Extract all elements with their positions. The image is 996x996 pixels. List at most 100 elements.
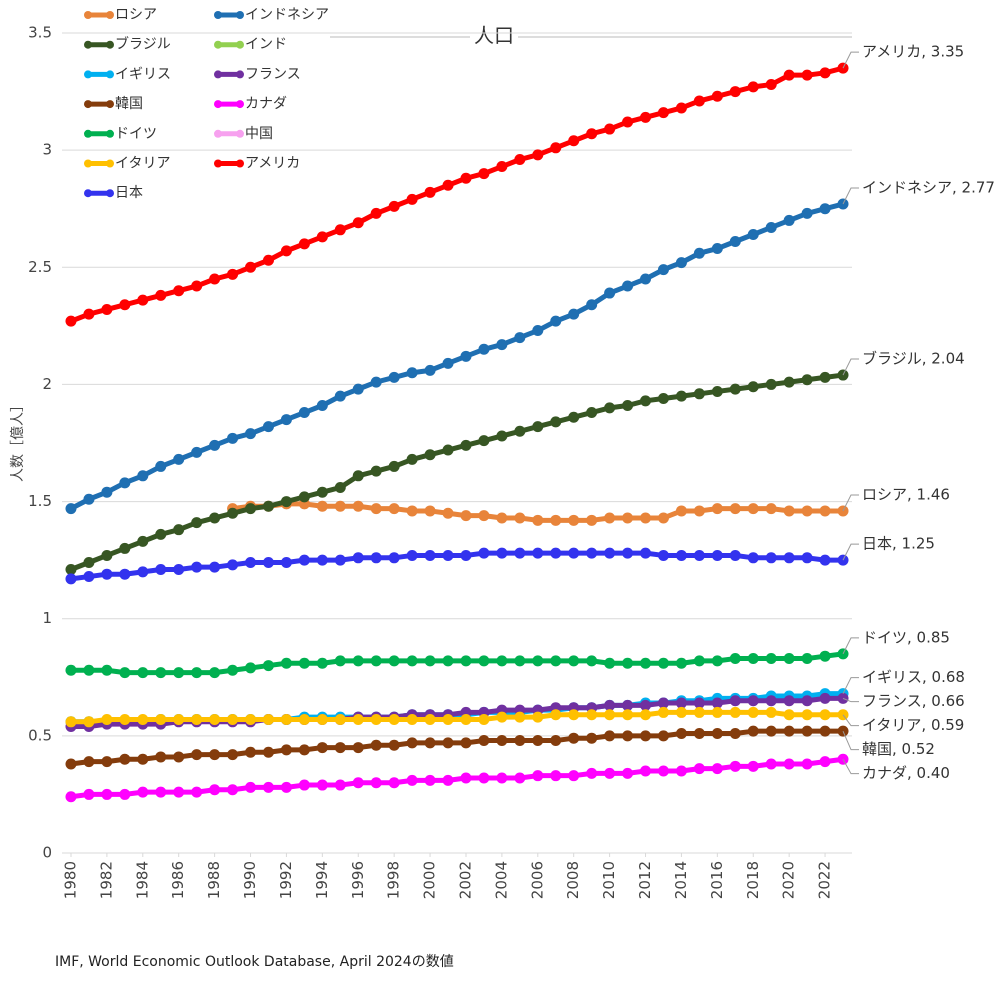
data-point [532,547,544,559]
data-point [83,556,95,568]
data-point [783,505,795,517]
data-point [568,135,580,147]
data-point [729,503,741,515]
data-point [155,751,167,763]
data-point [460,737,472,749]
data-point [711,697,723,709]
data-point [370,713,382,725]
data-point [550,547,562,559]
data-point [729,653,741,665]
data-point [388,371,400,383]
data-point [370,552,382,564]
data-point [316,400,328,412]
data-point [693,655,705,667]
legend-swatch-dot [236,40,244,49]
data-point [550,709,562,721]
x-tick-label: 1980 [61,861,79,899]
data-point [370,207,382,219]
data-point [675,657,687,669]
data-point [209,273,221,285]
data-point [532,421,544,433]
data-point [657,512,669,524]
data-point [262,660,274,672]
x-tick-label: 1990 [241,861,259,899]
data-point [693,697,705,709]
data-point [119,299,131,311]
data-label: イタリア, 0.59 [862,716,964,734]
data-point [155,786,167,798]
data-point [460,510,472,522]
data-point [65,791,77,803]
data-point [657,765,669,777]
data-point [460,549,472,561]
data-point [65,573,77,585]
data-point [280,414,292,426]
data-point [209,512,221,524]
data-point [496,655,508,667]
data-label: 韓国, 0.52 [862,740,935,758]
legend-label: イギリス [115,66,171,82]
data-point [370,376,382,388]
data-point [765,653,777,665]
series [65,753,849,803]
legend-label: アメリカ [245,156,300,172]
data-point [747,653,759,665]
data-point [460,713,472,725]
data-point [496,735,508,747]
data-point [209,561,221,573]
data-point [765,221,777,233]
data-point [747,760,759,772]
data-point [532,711,544,723]
legend-label: ロシア [115,7,157,23]
data-point [83,308,95,320]
data-point [370,503,382,515]
data-point [711,763,723,775]
data-point [370,465,382,477]
label-leader [842,51,860,69]
data-point [819,371,831,383]
data-point [316,486,328,498]
data-point [604,547,616,559]
x-tick-label: 1996 [349,861,367,899]
data-point [316,500,328,512]
data-point [191,517,203,529]
data-point [352,500,364,512]
data-point [622,400,634,412]
data-point [765,378,777,390]
data-point [819,650,831,662]
data-point [316,231,328,243]
data-point [316,742,328,754]
data-point [442,737,454,749]
label-leader [842,730,860,751]
data-point [765,552,777,564]
data-point [478,547,490,559]
data-point [298,491,310,503]
x-tick-label: 1998 [385,861,403,899]
data-point [119,542,131,554]
data-point [119,568,131,580]
data-point [209,784,221,796]
data-point [388,777,400,789]
data-point [550,315,562,327]
data-point [137,786,149,798]
data-point [693,247,705,259]
data-point [280,556,292,568]
data-point [298,554,310,566]
data-point [496,711,508,723]
data-point [586,299,598,311]
data-point [65,716,77,728]
x-tick-label: 2016 [708,861,726,899]
legend-swatch-dot [236,129,244,138]
data-point [783,552,795,564]
data-point [280,781,292,793]
data-point [137,667,149,679]
data-point [604,730,616,742]
data-point [316,713,328,725]
data-label: ドイツ, 0.85 [862,628,950,646]
data-point [406,713,418,725]
data-point [478,168,490,180]
label-leader [842,697,860,703]
data-point [334,390,346,402]
data-point [711,90,723,102]
data-point [155,713,167,725]
